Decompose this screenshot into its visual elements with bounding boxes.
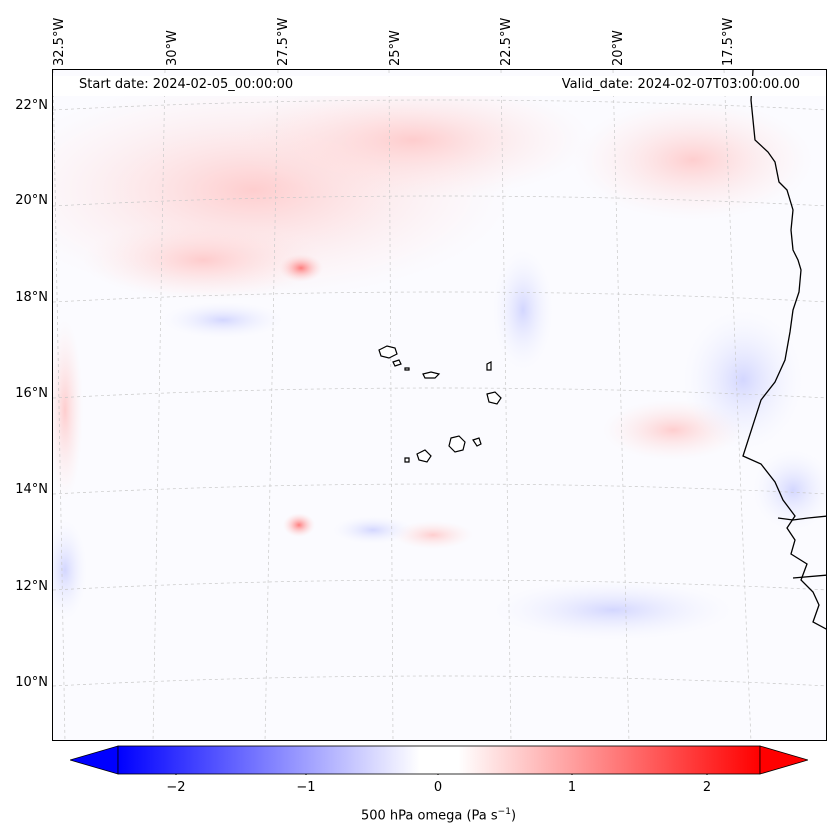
colorbar-tick-minus2: −2: [166, 780, 186, 795]
lon-label-20w: 20°W: [611, 30, 626, 66]
colorbar-label-exponent: −1: [497, 807, 511, 817]
valid-date-text: Valid_date: 2024-02-07T03:00:00.00: [561, 77, 800, 92]
colorbar: [70, 745, 808, 775]
lat-label-12n: 12°N: [15, 579, 48, 594]
colorbar-tick-2: 2: [702, 780, 712, 795]
lat-label-20n: 20°N: [15, 193, 48, 208]
start-date-text: Start date: 2024-02-05_00:00:00: [79, 77, 294, 92]
colorbar-label-prefix: 500 hPa omega (Pa s: [360, 808, 498, 824]
lon-label-22-5w: 22.5°W: [499, 17, 514, 66]
lon-label-32-5w: 32.5°W: [52, 17, 67, 66]
date-band: [53, 76, 826, 96]
map-panel: [52, 69, 827, 741]
colorbar-tick-1: 1: [567, 780, 577, 795]
lat-label-22n: 22°N: [15, 98, 48, 113]
colorbar-min-extend: [70, 745, 119, 775]
lon-label-27-5w: 27.5°W: [276, 17, 291, 66]
omega-field-map: [53, 70, 826, 740]
colorbar-label: 500 hPa omega (Pa s−1): [0, 807, 837, 823]
omega-shading: [53, 80, 826, 640]
lat-label-10n: 10°N: [15, 675, 48, 690]
colorbar-label-suffix: ): [510, 808, 517, 824]
lat-label-18n: 18°N: [15, 290, 48, 305]
coastline: [742, 70, 826, 630]
lon-label-25w: 25°W: [388, 30, 403, 66]
lat-label-14n: 14°N: [15, 482, 48, 497]
colorbar-gradient: [117, 745, 761, 775]
lat-label-16n: 16°N: [15, 386, 48, 401]
cape-verde-islands: [378, 345, 502, 463]
colorbar-max-extend: [759, 745, 808, 775]
lon-label-17-5w: 17.5°W: [721, 17, 736, 66]
graticule: [53, 70, 826, 740]
colorbar-tick-0: 0: [433, 780, 443, 795]
lon-label-30w: 30°W: [165, 30, 180, 66]
colorbar-tick-minus1: −1: [296, 780, 316, 795]
